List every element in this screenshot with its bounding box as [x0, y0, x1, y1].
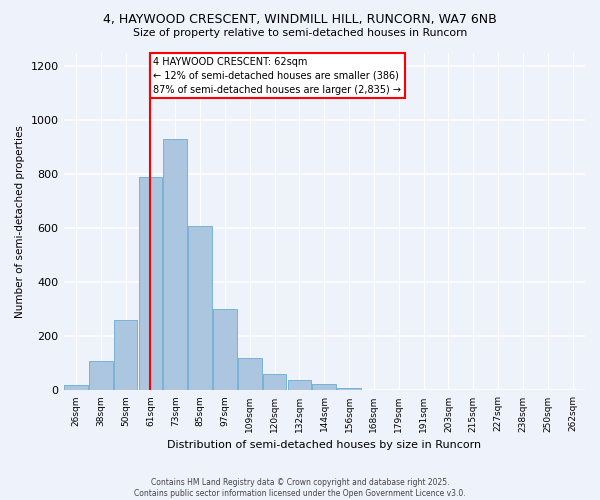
Bar	[114, 320, 137, 390]
Bar	[213, 310, 237, 390]
Text: 4, HAYWOOD CRESCENT, WINDMILL HILL, RUNCORN, WA7 6NB: 4, HAYWOOD CRESCENT, WINDMILL HILL, RUNC…	[103, 12, 497, 26]
Bar	[287, 380, 311, 390]
Bar	[337, 388, 361, 390]
Bar	[89, 360, 113, 390]
Bar	[238, 358, 262, 390]
Bar	[313, 384, 336, 390]
X-axis label: Distribution of semi-detached houses by size in Runcorn: Distribution of semi-detached houses by …	[167, 440, 481, 450]
Bar	[263, 374, 286, 390]
Text: Contains HM Land Registry data © Crown copyright and database right 2025.
Contai: Contains HM Land Registry data © Crown c…	[134, 478, 466, 498]
Y-axis label: Number of semi-detached properties: Number of semi-detached properties	[15, 125, 25, 318]
Bar	[188, 226, 212, 390]
Text: 4 HAYWOOD CRESCENT: 62sqm
← 12% of semi-detached houses are smaller (386)
87% of: 4 HAYWOOD CRESCENT: 62sqm ← 12% of semi-…	[154, 56, 401, 94]
Bar	[163, 139, 187, 390]
Bar	[139, 177, 162, 390]
Bar	[64, 385, 88, 390]
Text: Size of property relative to semi-detached houses in Runcorn: Size of property relative to semi-detach…	[133, 28, 467, 38]
